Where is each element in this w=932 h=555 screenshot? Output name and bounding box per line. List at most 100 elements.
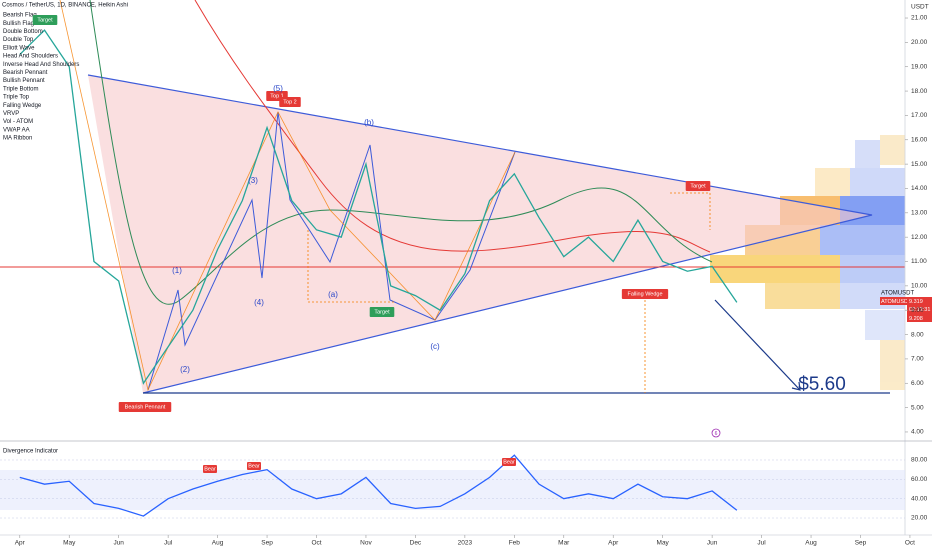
x-tick-label: Mar <box>558 540 570 547</box>
x-tick-label: Sep <box>855 540 867 547</box>
volume-profile <box>710 135 905 390</box>
x-tick-label: Aug <box>805 540 817 547</box>
legend-item: VRVP <box>3 111 19 117</box>
bear-tag <box>502 458 516 466</box>
y-tick-label: 9.00 <box>911 307 924 314</box>
pattern-tag-text: Bearish Pennant <box>125 404 166 410</box>
wave-label: (a) <box>328 290 338 299</box>
legend-item: Falling Wedge <box>3 103 42 109</box>
pattern-tag-text: Target <box>37 17 53 23</box>
legend-item: Elliott Wave <box>3 45 35 51</box>
y-tick-label: 18.00 <box>911 88 928 95</box>
y-tick-label: 10.00 <box>911 283 928 290</box>
pattern-tag <box>685 181 711 191</box>
wave-label: (b) <box>364 118 374 127</box>
price-tag-symbol: ATOMUSDT <box>881 299 912 305</box>
x-tick-label: Jun <box>113 540 124 547</box>
legend-item: Triple Top <box>3 95 30 101</box>
x-tick-label: May <box>63 540 76 547</box>
bear-tag-text: Bear <box>248 463 260 469</box>
last-price: 9.319 <box>909 299 923 305</box>
x-tick-label: May <box>657 540 670 547</box>
pattern-tag <box>621 289 669 299</box>
x-tick-label: Dec <box>410 540 422 547</box>
y-tick-label: 19.00 <box>911 63 928 70</box>
y-tick-label: 16.00 <box>911 136 928 143</box>
y-tick-label: 60.00 <box>911 476 928 483</box>
legend-item: VWAP AA <box>3 127 30 133</box>
target-price: $5.60 <box>798 374 846 395</box>
pattern-tag-text: Top 1 <box>270 93 283 99</box>
x-tick-label: Jul <box>757 540 766 547</box>
x-tick-label: 2023 <box>458 540 473 547</box>
legend-item: Bullish Flag <box>3 21 34 27</box>
price-tag <box>907 297 932 314</box>
y-tick-label: 8.00 <box>911 331 924 338</box>
y-tick-label: 5.00 <box>911 404 924 411</box>
bear-tag-text: Bear <box>204 466 216 472</box>
triangle-lines <box>87 74 873 394</box>
x-tick-label: Apr <box>608 540 619 547</box>
bear-tag-text: Bear <box>503 459 515 465</box>
pattern-tag <box>369 307 395 317</box>
x-tick-label: Apr <box>15 540 26 547</box>
y-tick-label: 20.00 <box>911 39 928 46</box>
y-tick-label: 13.00 <box>911 210 928 217</box>
wave-lines <box>59 0 516 392</box>
price-tag <box>907 314 932 322</box>
wave-label: (2) <box>180 365 190 374</box>
moving-average <box>194 0 711 253</box>
indicator-band <box>0 470 905 510</box>
y-tick-label: 80.00 <box>911 457 928 464</box>
bear-tag <box>247 462 261 470</box>
y-tick-label: 12.00 <box>911 234 928 241</box>
wave-label: (c) <box>430 342 440 351</box>
y-tick-label: 6.00 <box>911 380 924 387</box>
wave-label: (5) <box>273 84 283 93</box>
price-tag <box>880 297 907 305</box>
pattern-tag-text: Top 2 <box>283 99 296 105</box>
x-tick-label: Sep <box>261 540 273 547</box>
legend-item: Double Top <box>3 37 34 43</box>
y-tick-label: 4.00 <box>911 429 924 436</box>
arrow-head <box>791 381 801 391</box>
pattern-tag-text: Falling Wedge <box>627 291 662 297</box>
target-guide <box>670 192 711 230</box>
y-tick-label: 7.00 <box>911 356 924 363</box>
pattern-tag-text: Target <box>690 183 706 189</box>
pattern-tag <box>118 402 172 412</box>
legend-item: Bearish Pennant <box>3 70 48 76</box>
series-line <box>19 29 738 385</box>
x-tick-label: Feb <box>509 540 521 547</box>
wave-label: (4) <box>254 298 264 307</box>
y-tick-label: 21.00 <box>911 15 928 22</box>
wave-label: (3) <box>248 176 258 185</box>
volume-badge <box>711 428 721 438</box>
countdown: 02:12:31 <box>909 307 930 313</box>
legend-item: Vol - ATOM <box>3 119 33 125</box>
volume-badge-text: 6 <box>715 431 718 437</box>
y-tick-label: 11.00 <box>911 258 927 265</box>
y-tick-label: 15.00 <box>911 161 928 168</box>
x-tick-label: Aug <box>212 540 224 547</box>
pattern-tag <box>32 15 58 25</box>
series-name: ATOMUSDT <box>881 291 914 297</box>
target-arrow <box>714 299 801 391</box>
legend-item: Triple Bottom <box>3 86 38 92</box>
legend-item: Bullish Pennant <box>3 78 45 84</box>
pattern-tag-text: Target <box>374 309 390 315</box>
pattern-tag <box>279 97 301 107</box>
y-tick-label: 20.00 <box>911 515 928 522</box>
indicator-title: Divergence Indicator <box>3 449 58 455</box>
wave-label: (1) <box>172 266 182 275</box>
legend-item: Bearish Flag <box>3 13 37 19</box>
chart-title: Cosmos / TetherUS, 1D, BINANCE, Heikin A… <box>2 3 128 9</box>
bear-tag <box>203 465 217 473</box>
legend-item: Inverse Head And Shoulders <box>3 62 79 68</box>
x-tick-label: Jun <box>707 540 718 547</box>
x-tick-label: Nov <box>360 540 372 547</box>
x-tick-label: Jul <box>164 540 173 547</box>
y-axis-label: USDT <box>911 4 929 11</box>
